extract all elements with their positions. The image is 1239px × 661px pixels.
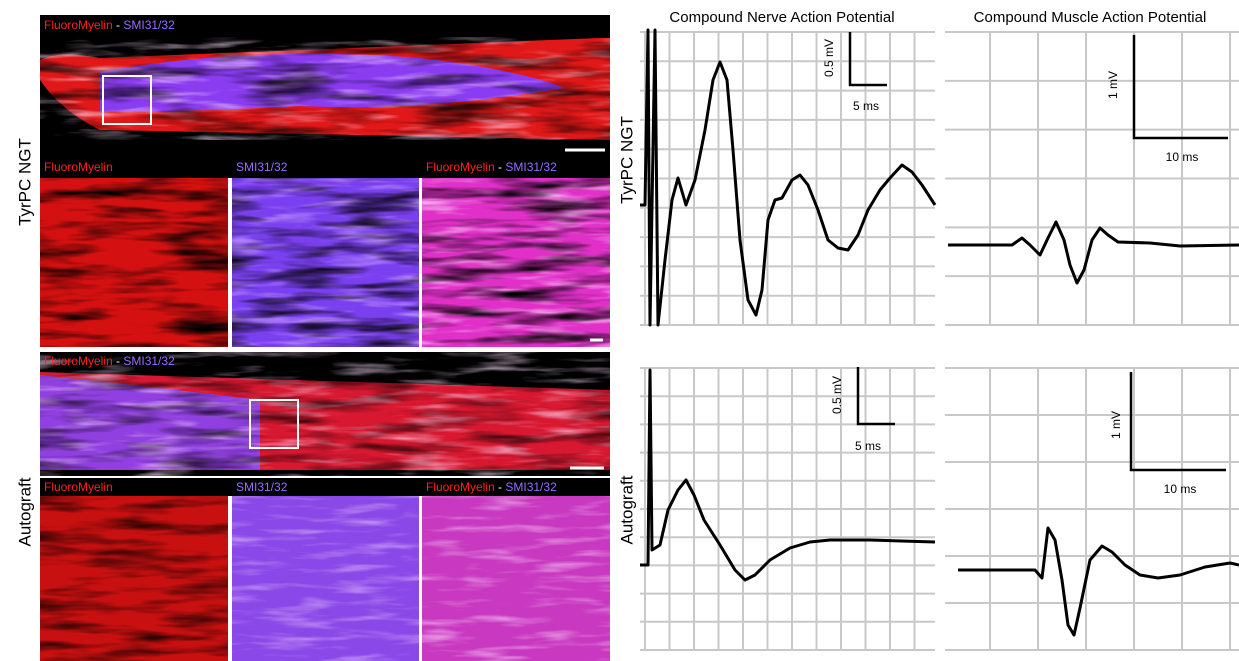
scale-time: 5 ms — [853, 99, 879, 113]
row-label: TyrPC NGT — [617, 116, 636, 204]
stain-myelin: FluoroMyelin — [44, 18, 113, 32]
stain-axon: SMI31/32 — [505, 480, 557, 494]
stain-myelin: FluoroMyelin — [44, 480, 113, 494]
scale-bar — [1129, 372, 1226, 472]
stain-axon: SMI31/32 — [123, 354, 175, 368]
stain-separator: - — [495, 480, 506, 494]
scale-bar — [856, 367, 895, 426]
cmap-trace — [958, 526, 1239, 637]
micrograph-overview — [40, 15, 610, 158]
scale-time: 10 ms — [1164, 482, 1197, 496]
scale-time: 5 ms — [855, 439, 881, 453]
stain-axon: SMI31/32 — [236, 480, 288, 494]
micrograph-insets — [40, 478, 610, 661]
row-label: Autograft — [15, 477, 34, 546]
stain-axon: SMI31/32 — [236, 160, 288, 174]
cnap-trace — [640, 368, 936, 582]
stain-separator: - — [113, 354, 124, 368]
micrograph-overview — [40, 352, 610, 476]
cnap-trace — [640, 28, 937, 327]
cmap-trace — [948, 220, 1239, 285]
scale-amplitude: 1 mV — [1106, 71, 1120, 99]
stain-myelin: FluoroMyelin — [44, 160, 113, 174]
stain-myelin: FluoroMyelin — [426, 160, 495, 174]
stain-separator: - — [113, 18, 124, 32]
stain-label: FluoroMyelin - SMI31/32 — [426, 160, 557, 174]
scale-amplitude: 0.5 mV — [822, 39, 836, 77]
column-title: Compound Nerve Action Potential — [669, 9, 894, 26]
scale-bar — [1132, 35, 1228, 140]
scale-bar — [848, 32, 887, 87]
stain-label: FluoroMyelin - SMI31/32 — [426, 480, 557, 494]
stain-label: FluoroMyelin - SMI31/32 — [44, 18, 175, 32]
stain-separator: - — [495, 160, 506, 174]
row-label: TyrPC NGT — [15, 138, 34, 226]
scale-time: 10 ms — [1166, 150, 1199, 164]
micrograph-insets — [40, 158, 610, 347]
stain-myelin: FluoroMyelin — [426, 480, 495, 494]
stain-myelin: FluoroMyelin — [44, 354, 113, 368]
stain-label: FluoroMyelin - SMI31/32 — [44, 354, 175, 368]
scale-amplitude: 1 mV — [1109, 411, 1123, 439]
stain-axon: SMI31/32 — [505, 160, 557, 174]
scale-amplitude: 0.5 mV — [830, 376, 844, 414]
stain-axon: SMI31/32 — [123, 18, 175, 32]
row-label: Autograft — [617, 475, 636, 544]
column-title: Compound Muscle Action Potential — [974, 9, 1207, 26]
